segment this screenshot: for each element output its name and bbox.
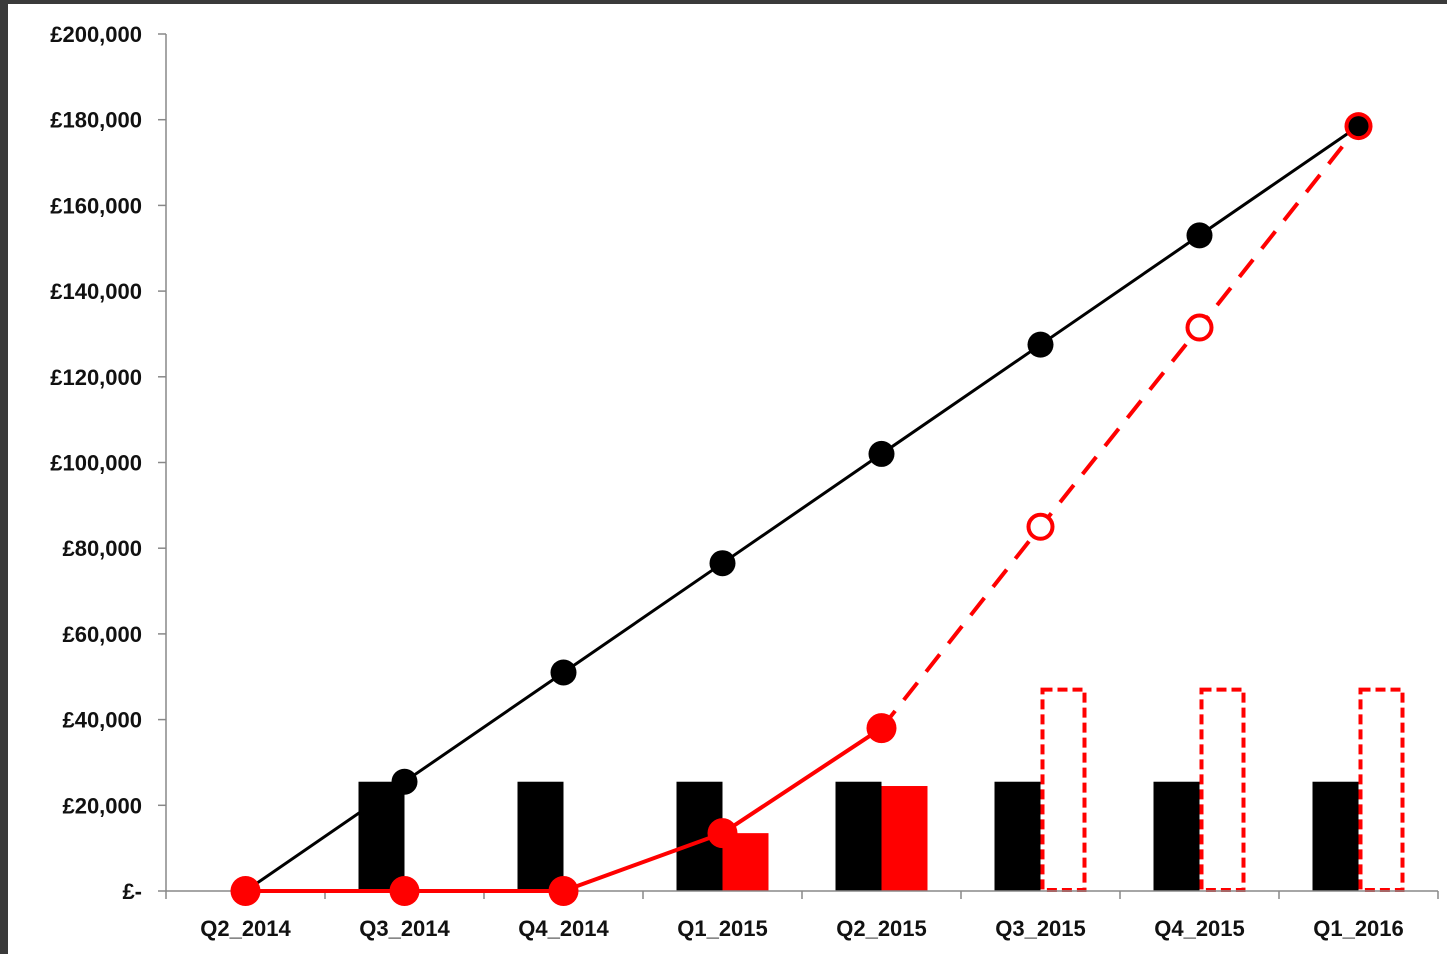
point-series0-Q4_2014 (550, 659, 577, 686)
x-tick-label: Q1_2016 (1313, 916, 1404, 941)
y-tick-label: £160,000 (50, 193, 142, 218)
y-tick-label: £120,000 (50, 365, 142, 390)
point-series1-Q2_2015 (866, 713, 897, 744)
y-tick-label: £140,000 (50, 279, 142, 304)
point-series0-Q3_2014 (391, 768, 418, 795)
bar-series0-Q2_2015 (835, 781, 882, 891)
point-series0-Q4_2015 (1186, 222, 1213, 249)
x-tick-label: Q4_2015 (1154, 916, 1245, 941)
point-series1-Q2_2014 (230, 876, 261, 906)
bar-series1-Q2_2015 (881, 786, 928, 891)
line-series2 (879, 124, 1361, 730)
y-tick-label: £60,000 (62, 622, 142, 647)
point-series1-Q3_2014 (389, 876, 420, 906)
chart-frame: £- £20,000 £40,000 £60,000 £80,000 £100,000 £1… (8, 4, 1447, 954)
bar-series0-Q4_2014 (517, 781, 564, 891)
point-series0-Q3_2015 (1027, 331, 1054, 358)
point-series0-overlay-Q1_2016 (1348, 116, 1369, 137)
point-series0-Q1_2015 (709, 550, 736, 577)
bar-series2-Q3_2015 (1040, 687, 1087, 892)
bar-series0-Q3_2014 (358, 781, 405, 891)
line-series0 (244, 124, 1360, 893)
y-tick-label: £180,000 (50, 108, 142, 133)
y-tick-label: £100,000 (50, 451, 142, 476)
bar-series2-Q4_2015 (1199, 687, 1246, 892)
point-series2-Q3_2015 (1026, 512, 1055, 541)
point-series0-Q2_2015 (868, 440, 895, 467)
y-tick-label: £200,000 (50, 22, 142, 47)
cumulative-budget-chart: £- £20,000 £40,000 £60,000 £80,000 £100,000 £1… (50, 22, 1439, 941)
x-tick-label: Q2_2014 (200, 916, 291, 941)
bar-series0-Q1_2016 (1312, 781, 1359, 891)
point-series2-Q4_2015 (1185, 313, 1214, 342)
bar-series2-Q1_2016 (1358, 687, 1405, 892)
bar-series0-Q4_2015 (1153, 781, 1200, 891)
x-tick-label: Q1_2015 (677, 916, 768, 941)
point-series1-Q1_2015 (707, 818, 738, 849)
x-tick-label: Q2_2015 (836, 916, 927, 941)
y-tick-label: £80,000 (62, 536, 142, 561)
x-tick-label: Q3_2015 (995, 916, 1086, 941)
y-tick-label: £20,000 (62, 793, 142, 818)
x-tick-label: Q3_2014 (359, 916, 450, 941)
x-tick-label: Q4_2014 (518, 916, 609, 941)
point-series1-Q4_2014 (548, 876, 579, 906)
bar-series0-Q3_2015 (994, 781, 1041, 891)
y-tick-label: £40,000 (62, 708, 142, 733)
y-tick-label: £- (122, 879, 142, 904)
